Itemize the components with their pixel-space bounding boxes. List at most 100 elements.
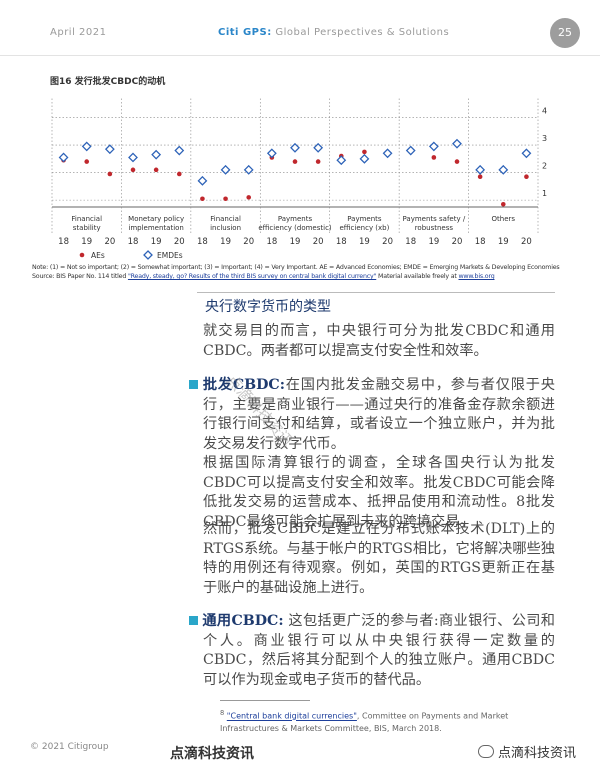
y-tick-label: 1: [542, 189, 547, 198]
legend-marker: [143, 250, 153, 260]
group-label: robustness: [415, 224, 454, 232]
figure-note: Note: (1) = Not so important; (2) = Some…: [32, 264, 560, 271]
diamond: [266, 148, 277, 159]
bullet-text: 在国内批发金融交易中，参与者仅限于央行，主要是商业银行——通过央行的准备金存款余…: [203, 377, 555, 452]
paragraph: 然而，批发CBDC是建立在分布式账本技术(DLT)上的RTGS系统。与基于帐户的…: [203, 521, 555, 596]
dot: [524, 174, 529, 180]
text: 批发CBDC最终可能会扩展到未来的跨境交易。: [203, 494, 555, 530]
footnote-ref: 8: [516, 494, 526, 510]
section-heading: 央行数字货币的类型: [205, 299, 331, 315]
source-url[interactable]: www.bis.org: [458, 273, 495, 280]
paragraph: 根据国际清算银行的调查，全球各国央行认为批发CBDC可以提高支付安全和效率。批发…: [203, 454, 555, 532]
figure-title: 图16 发行批发CBDC的动机: [50, 77, 166, 87]
dot: [315, 159, 321, 164]
diamond: [521, 148, 532, 159]
diamond: [428, 141, 439, 152]
wechat-icon: [478, 745, 494, 758]
x-tick-label: 18: [197, 237, 208, 247]
footnote-number: 8: [220, 709, 225, 717]
diamond: [290, 142, 300, 153]
dot: [153, 167, 159, 173]
source-text: Material available freely at: [376, 273, 459, 280]
diamond: [128, 152, 138, 163]
bullet-text: 这包括更广泛的参与者:商业银行、公司和个人。商业银行可以从中央银行获得一定数量的…: [203, 613, 555, 688]
dot: [130, 167, 136, 173]
group-label: Financial: [210, 215, 241, 223]
bullet: 通用CBDC: 这包括更广泛的参与者:商业银行、公司和个人。商业银行可以从中央银…: [189, 612, 555, 690]
diamond: [220, 164, 231, 175]
legend-label: AEs: [91, 251, 105, 260]
y-tick-label: 4: [542, 107, 547, 116]
page-number: 25: [550, 18, 580, 48]
diamond: [151, 149, 162, 160]
header-date: April 2021: [50, 27, 107, 38]
group-label: Financial: [71, 215, 102, 223]
source-link[interactable]: "Ready, steady, go? Results of the third…: [127, 273, 377, 280]
group-label: Monetary policy: [128, 215, 184, 223]
diamond: [336, 155, 347, 166]
legend-label: EMDEs: [157, 251, 183, 260]
footnote-rule: [220, 700, 310, 701]
x-tick-label: 19: [498, 237, 509, 247]
dot: [200, 196, 205, 202]
group-label: efficiency (domestic): [258, 224, 332, 232]
bullet-label: 批发CBDC:: [202, 377, 285, 393]
diamond: [197, 175, 208, 186]
x-tick-label: 19: [428, 237, 439, 247]
copyright: © 2021 Citigroup: [30, 742, 109, 752]
x-tick-label: 18: [475, 237, 486, 247]
footer-brand: 点滴科技资讯: [170, 746, 254, 762]
x-tick-label: 20: [521, 237, 532, 247]
x-tick-label: 20: [382, 237, 393, 247]
dot: [431, 155, 437, 160]
group-label: Payments: [278, 215, 313, 223]
group-label: implementation: [128, 224, 183, 232]
section-rule: [197, 292, 555, 293]
x-tick-label: 18: [405, 237, 416, 247]
source-text: Source: BIS Paper No. 114 titled: [32, 273, 128, 280]
diamond: [452, 138, 462, 149]
group-label: efficiency (xb): [339, 224, 389, 232]
dot: [84, 159, 90, 164]
bullet-icon: [189, 380, 198, 389]
x-tick-label: 19: [290, 237, 301, 247]
bullet-icon: [189, 616, 198, 625]
diamond: [498, 164, 509, 175]
y-tick-label: 3: [542, 134, 547, 143]
legend-marker: [79, 252, 85, 258]
diamond: [243, 164, 254, 175]
header-subtitle: Global Perspectives & Solutions: [275, 27, 450, 38]
x-tick-label: 19: [81, 237, 92, 247]
watermark-text: 点滴科技资讯: [498, 746, 577, 761]
bullet-label: 通用CBDC:: [202, 613, 284, 629]
dot: [362, 149, 367, 155]
diamond: [313, 142, 324, 153]
y-tick-label: 2: [542, 162, 547, 171]
diamond: [58, 152, 69, 163]
dot: [223, 196, 228, 202]
dot: [246, 195, 252, 200]
group-label: inclusion: [210, 224, 241, 232]
x-tick-label: 19: [220, 237, 231, 247]
bullet: 批发CBDC:在国内批发金融交易中，参与者仅限于央行，主要是商业银行——通过央行…: [189, 376, 555, 454]
dot: [292, 159, 298, 164]
header-rule: [0, 55, 600, 56]
x-tick-label: 18: [58, 237, 69, 247]
x-tick-label: 20: [174, 237, 185, 247]
diamond: [382, 148, 393, 159]
diamond: [359, 153, 370, 164]
figure-source: Source: BIS Paper No. 114 titled "Ready,…: [32, 273, 495, 280]
dot: [454, 159, 460, 164]
x-tick-label: 20: [243, 237, 254, 247]
group-label: stability: [73, 224, 101, 232]
diamond: [104, 144, 115, 155]
dot: [107, 171, 113, 177]
diamond: [405, 145, 416, 156]
x-tick-label: 20: [452, 237, 463, 247]
dot: [477, 174, 483, 180]
footnote-text: , Committee on Payments and Market Infra…: [220, 711, 509, 733]
x-tick-label: 18: [266, 237, 277, 247]
diamond: [475, 164, 486, 175]
footnote: 8 "Central bank digital currencies", Com…: [220, 707, 560, 735]
footnote-link[interactable]: "Central bank digital currencies": [226, 711, 357, 721]
